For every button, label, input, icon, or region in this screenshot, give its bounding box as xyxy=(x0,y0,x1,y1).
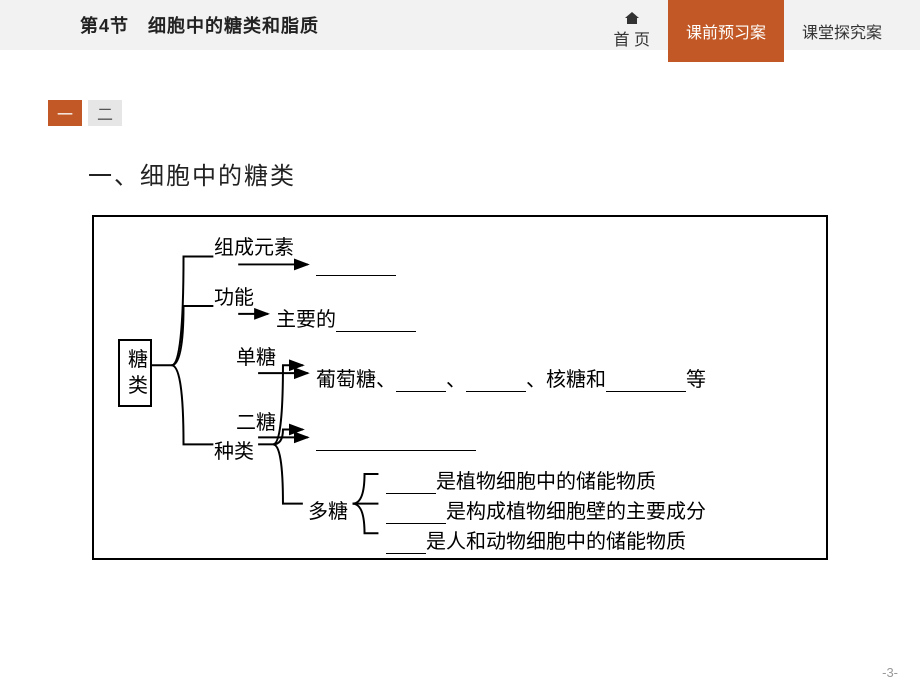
sub-tabs: 一 二 xyxy=(48,100,920,126)
nav-preview-label: 课前预习案 xyxy=(686,19,766,43)
nav-explore-label: 课堂探究案 xyxy=(802,19,882,43)
top-nav: 首 页 课前预习案 课堂探究案 xyxy=(596,0,900,62)
header-title: 第4节 细胞中的糖类和脂质 xyxy=(80,12,319,38)
mono-label: 单糖 xyxy=(236,341,276,370)
poly-line2: 是构成植物细胞壁的主要成分 xyxy=(386,495,706,524)
nav-home-label: 首 页 xyxy=(614,26,650,50)
home-icon xyxy=(625,12,639,24)
poly-line3: 是人和动物细胞中的储能物质 xyxy=(386,525,686,554)
nav-home[interactable]: 首 页 xyxy=(596,0,668,62)
subtab-one[interactable]: 一 xyxy=(48,100,82,126)
poly-label: 多糖 xyxy=(308,495,348,524)
elem-blank xyxy=(316,253,396,276)
nav-preview[interactable]: 课前预习案 xyxy=(668,0,784,62)
di-label: 二糖 xyxy=(236,406,276,435)
page-number: -3- xyxy=(882,665,898,680)
func-text: 主要的 xyxy=(276,303,416,332)
elem-label: 组成元素 xyxy=(214,231,294,260)
poly-line1: 是植物细胞中的储能物质 xyxy=(386,465,656,494)
section-title: 一、细胞中的糖类 xyxy=(88,156,920,191)
mono-line: 葡萄糖、、、核糖和等 xyxy=(316,363,706,392)
nav-explore[interactable]: 课堂探究案 xyxy=(784,0,900,62)
sugar-diagram: 糖 类 组成元素 功能 主要的 种类 xyxy=(92,215,828,560)
func-label: 功能 xyxy=(214,281,254,310)
di-blank xyxy=(316,428,476,451)
type-label: 种类 xyxy=(214,435,254,464)
subtab-two[interactable]: 二 xyxy=(88,100,122,126)
